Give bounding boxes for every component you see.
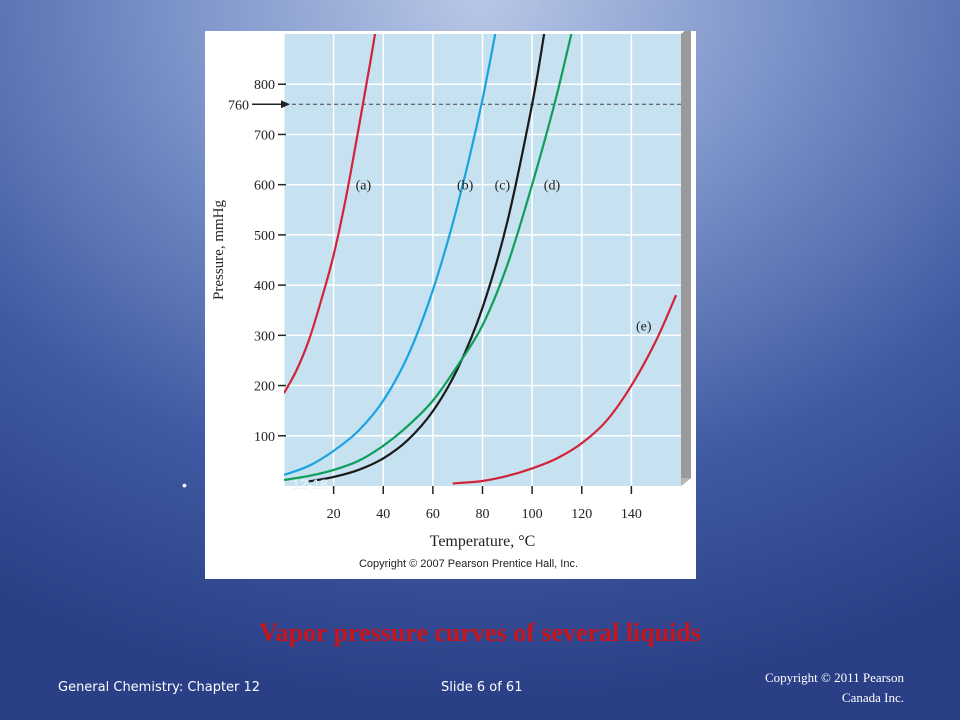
y-tick-label: 700: [254, 128, 275, 143]
bullet-marker: •: [182, 477, 187, 493]
curve-a: [284, 34, 377, 394]
figure-number: 12-18: [292, 476, 328, 492]
curve-d: [284, 34, 573, 482]
slide-caption: Vapor pressure curves of several liquids: [259, 618, 701, 647]
copyright-line-2: Canada Inc.: [841, 690, 904, 705]
footer-copyright: Copyright © 2011 Pearson Canada Inc.: [704, 668, 904, 708]
curve-c: [308, 34, 546, 483]
x-tick-label: 100: [522, 507, 543, 522]
x-tick-label: 80: [476, 507, 490, 522]
y-tick-label: 800: [254, 78, 275, 93]
reference-line-label: 760: [228, 98, 249, 113]
x-tick-label: 20: [327, 507, 341, 522]
series-label-b: (b): [457, 179, 474, 194]
plot-frame-side: [681, 31, 691, 486]
x-tick-label: 60: [426, 507, 440, 522]
y-tick-label: 600: [254, 179, 275, 194]
y-tick-label: 200: [254, 380, 275, 395]
x-axis-label: Temperature, °C: [430, 533, 536, 550]
y-tick-label: 400: [254, 279, 275, 294]
y-tick-label: 500: [254, 229, 275, 244]
vapor-pressure-chart: 100 200 300 400 500 600 700 800 20 40 60 80 100 120 14…: [211, 31, 691, 570]
y-tick-label: 100: [254, 430, 275, 445]
series-label-c: (c): [495, 179, 511, 194]
footer-chapter: General Chemistry: Chapter 12: [58, 680, 261, 695]
figure-copyright: Copyright © 2007 Pearson Prentice Hall, …: [359, 558, 578, 570]
copyright-line-1: Copyright © 2011 Pearson: [764, 670, 904, 685]
reference-arrowhead: [281, 100, 290, 109]
x-tick-label: 40: [376, 507, 390, 522]
y-axis-label: Pressure, mmHg: [211, 200, 227, 300]
curve-e: [452, 294, 678, 485]
x-tick-label: 140: [621, 507, 642, 522]
footer-slide-number: Slide 6 of 61: [441, 680, 523, 695]
y-tick-label: 300: [254, 329, 275, 344]
series-label-e: (e): [636, 319, 652, 334]
vapor-pressure-figure: 100 200 300 400 500 600 700 800 20 40 60 80 100 120 14…: [205, 31, 696, 579]
curve-b: [284, 34, 497, 476]
series-label-d: (d): [544, 179, 561, 194]
series-label-a: (a): [356, 179, 372, 194]
x-tick-label: 120: [571, 507, 592, 522]
